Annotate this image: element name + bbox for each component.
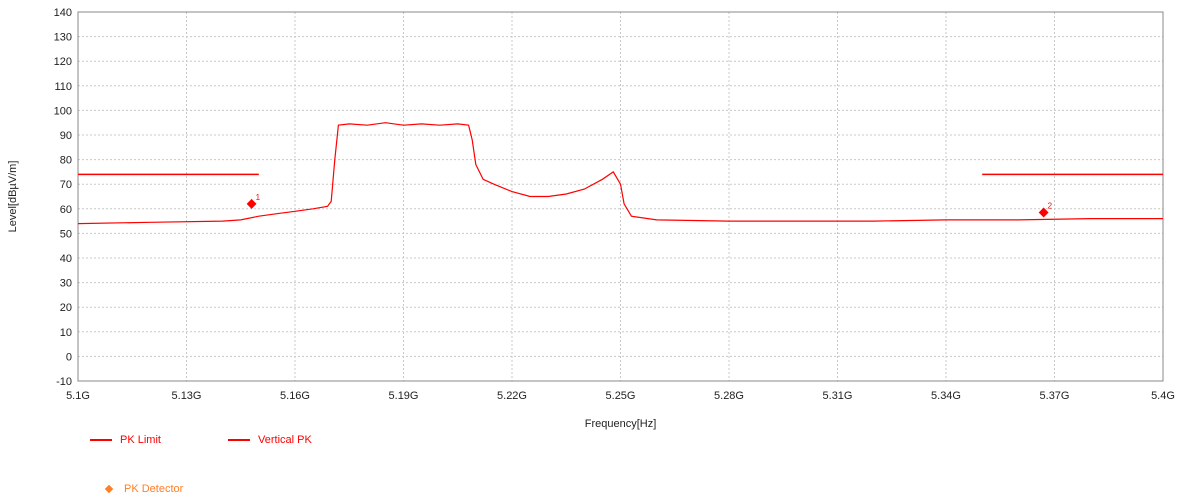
x-tick-label: 5.4G bbox=[1151, 390, 1175, 402]
y-tick-label: 80 bbox=[60, 155, 72, 167]
x-tick-label: 5.22G bbox=[497, 390, 527, 402]
y-tick-labels: -10 0 10 20 30 40 50 60 70 80 90 100 110 120 130 140 bbox=[54, 7, 72, 388]
y-tick-label: 30 bbox=[60, 278, 72, 290]
pk-detector-label: 1 bbox=[256, 193, 261, 202]
grid-lines bbox=[77, 11, 1164, 382]
y-tick-label: 20 bbox=[60, 302, 72, 314]
pk-detector-label: 2 bbox=[1048, 201, 1053, 210]
x-tick-label: 5.19G bbox=[389, 390, 419, 402]
y-tick-label: 110 bbox=[54, 81, 72, 93]
legend-item-pk-limit: PK Limit bbox=[90, 434, 161, 446]
plot-frame bbox=[77, 11, 1164, 382]
y-tick-label: 90 bbox=[60, 130, 72, 142]
x-axis-label: Frequency[Hz] bbox=[585, 418, 657, 430]
y-axis-label: Level[dBµV/m] bbox=[7, 161, 19, 233]
x-tick-label: 5.31G bbox=[823, 390, 853, 402]
y-tick-label: 100 bbox=[54, 105, 72, 117]
vertical-pk-line bbox=[77, 122, 1163, 225]
x-tick-label: 5.28G bbox=[714, 390, 744, 402]
y-tick-label: 120 bbox=[54, 56, 72, 68]
y-tick-label: 50 bbox=[60, 228, 72, 240]
y-tick-label: 140 bbox=[54, 7, 72, 19]
pk-detector-marker bbox=[1038, 207, 1049, 218]
x-tick-label: 5.37G bbox=[1040, 390, 1070, 402]
y-tick-label: 40 bbox=[60, 253, 72, 265]
legend-label-vertical-pk: Vertical PK bbox=[258, 434, 312, 446]
legend-item-vertical-pk: Vertical PK bbox=[228, 434, 312, 446]
x-tick-label: 5.34G bbox=[931, 390, 961, 402]
x-tick-label: 5.13G bbox=[172, 390, 202, 402]
y-tick-label: 0 bbox=[66, 351, 72, 363]
legend-line-vertical-pk bbox=[228, 439, 250, 441]
legend: PK Limit Vertical PK PK Detector bbox=[68, 432, 468, 495]
diamond-icon bbox=[104, 484, 114, 494]
legend-line-pk-limit bbox=[90, 439, 112, 441]
y-tick-label: 70 bbox=[60, 179, 72, 191]
y-tick-label: 10 bbox=[60, 327, 72, 339]
pk-detector-marker bbox=[246, 198, 257, 209]
series-layer: 12 bbox=[77, 122, 1163, 225]
x-tick-label: 5.16G bbox=[280, 390, 310, 402]
y-tick-label: 130 bbox=[54, 32, 72, 44]
y-tick-label: 60 bbox=[60, 204, 72, 216]
y-tick-label: -10 bbox=[56, 376, 72, 388]
legend-item-pk-detector: PK Detector bbox=[98, 483, 183, 495]
x-tick-label: 5.1G bbox=[66, 390, 90, 402]
x-tick-label: 5.25G bbox=[606, 390, 636, 402]
x-tick-labels: 5.1G 5.13G 5.16G 5.19G 5.22G 5.25G 5.28G 5.31G 5… bbox=[66, 390, 1175, 402]
legend-label-pk-limit: PK Limit bbox=[120, 434, 161, 446]
legend-label-pk-detector: PK Detector bbox=[124, 483, 184, 495]
